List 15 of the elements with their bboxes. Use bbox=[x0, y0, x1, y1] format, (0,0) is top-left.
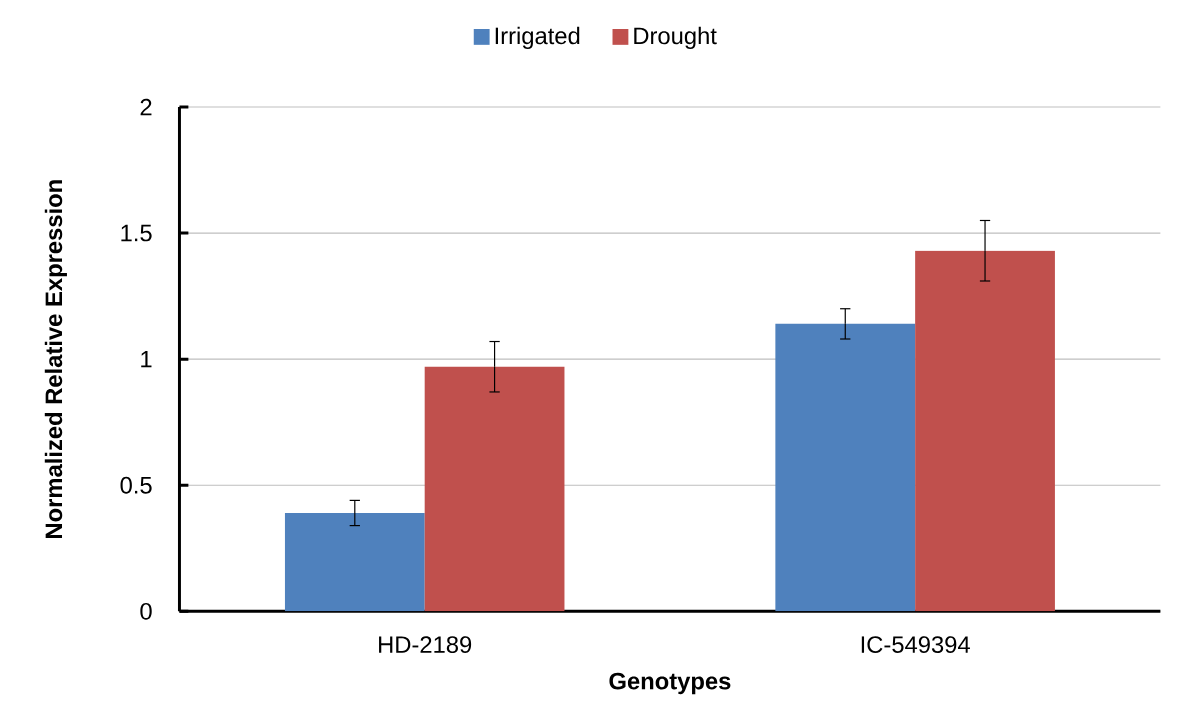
y-tick-label: 0 bbox=[140, 602, 152, 620]
bar bbox=[424, 366, 565, 612]
bar bbox=[915, 250, 1055, 612]
bar bbox=[775, 323, 916, 612]
y-tick-label: 0.5 bbox=[120, 476, 152, 494]
y-tick-label: 2 bbox=[140, 98, 152, 116]
legend-label: Irrigated bbox=[495, 26, 580, 49]
x-tick-label: IC-549394 bbox=[861, 635, 970, 653]
x-axis-title: Genotypes bbox=[609, 672, 731, 695]
y-tick-label: 1.5 bbox=[121, 224, 152, 242]
bar bbox=[284, 512, 425, 612]
y-axis-title: Normalized Relative Expression bbox=[44, 180, 67, 538]
y-tick-label: 1 bbox=[141, 350, 152, 368]
x-tick-label: HD-2189 bbox=[379, 635, 472, 653]
legend-label: Drought bbox=[634, 26, 717, 49]
